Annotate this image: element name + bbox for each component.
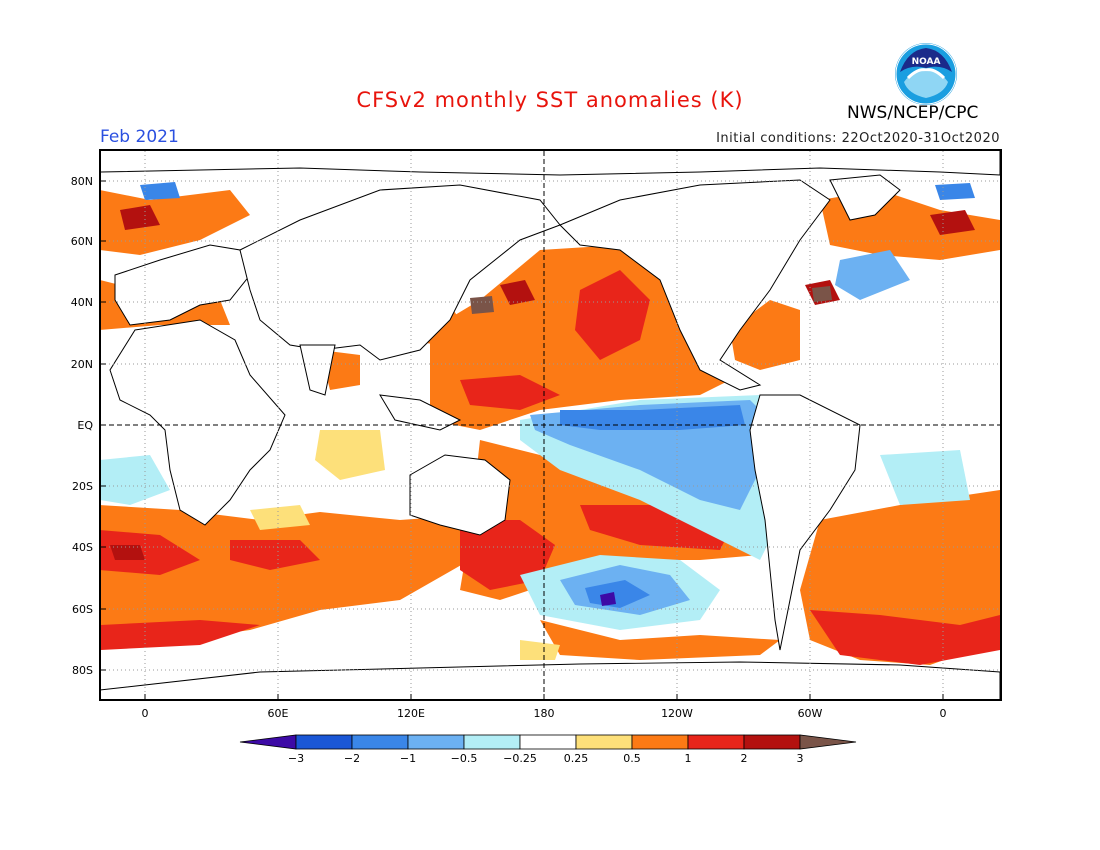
- legend-label: 3: [797, 752, 804, 765]
- lon-ticks: [144, 694, 944, 700]
- legend-label: 2: [741, 752, 748, 765]
- agency-label: NWS/NCEP/CPC: [847, 103, 979, 123]
- extreme-warm-regions: [470, 286, 832, 314]
- land-masses: [101, 151, 1000, 699]
- legend-swatch: [295, 734, 353, 750]
- lon-label: 60E: [268, 707, 289, 720]
- legend-swatch: [407, 734, 465, 750]
- equator-and-dateline: [101, 151, 1000, 699]
- lon-label: 60W: [798, 707, 823, 720]
- noaa-logo-icon: NOAA: [895, 43, 957, 105]
- initial-conditions: Initial conditions: 22Oct2020-31Oct2020: [716, 131, 1000, 146]
- lat-ticks: [100, 180, 106, 671]
- legend-swatch: [687, 734, 745, 750]
- lat-label: 80N: [71, 175, 93, 188]
- extreme-cool-region: [600, 592, 616, 606]
- legend-label: −2: [344, 752, 360, 765]
- lat-label: 80S: [72, 664, 93, 677]
- lon-labels: 0 60E 120E 180 120W 60W 0: [142, 707, 947, 720]
- legend-swatch: [519, 734, 577, 750]
- lat-label: 20S: [72, 480, 93, 493]
- legend-swatch: [575, 734, 633, 750]
- lat-label: EQ: [77, 419, 93, 432]
- lat-labels: 80N 60N 40N 20N EQ 20S 40S 60S 80S: [71, 175, 94, 677]
- lat-label: 40N: [71, 296, 93, 309]
- anomaly-field: [101, 151, 1000, 699]
- lat-label: 40S: [72, 541, 93, 554]
- legend-arrow-low: [239, 734, 297, 750]
- lat-label: 60S: [72, 603, 93, 616]
- legend-swatch: [351, 734, 409, 750]
- color-scale-legend: −3 −2 −1 −0.5 −0.25 0.25 0.5 1 2 3: [239, 734, 857, 765]
- logo-text: NOAA: [912, 57, 941, 67]
- forecast-month: Feb 2021: [100, 127, 179, 147]
- lon-label: 180: [534, 707, 555, 720]
- legend-arrow-high: [799, 734, 857, 750]
- legend-label: 0.25: [564, 752, 589, 765]
- legend-label: 0.5: [623, 752, 641, 765]
- lon-label: 0: [940, 707, 947, 720]
- lon-label: 120W: [661, 707, 693, 720]
- legend-swatch: [463, 734, 521, 750]
- lat-label: 20N: [71, 358, 93, 371]
- lat-label: 60N: [71, 235, 93, 248]
- legend-label: −0.5: [451, 752, 478, 765]
- legend-label: −3: [288, 752, 304, 765]
- legend-swatch: [631, 734, 689, 750]
- graticule: [101, 151, 1000, 699]
- light-warm-regions: [250, 430, 560, 660]
- legend-label: 1: [685, 752, 692, 765]
- legend-label: −1: [400, 752, 416, 765]
- map-title: CFSv2 monthly SST anomalies (K): [356, 88, 744, 112]
- strong-warm-regions: [101, 270, 1000, 665]
- legend-swatch: [743, 734, 801, 750]
- lon-label: 120E: [397, 707, 425, 720]
- legend-label: −0.25: [503, 752, 537, 765]
- lon-label: 0: [142, 707, 149, 720]
